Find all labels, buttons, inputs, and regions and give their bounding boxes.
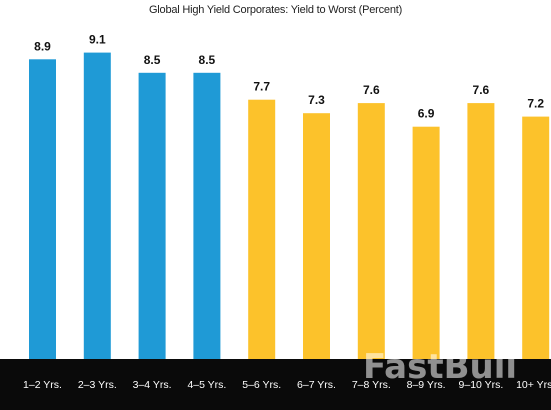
x-tick-label-5: 5–6 Yrs. (242, 379, 281, 391)
x-axis-band (0, 359, 551, 410)
x-tick-label-1: 1–2 Yrs. (23, 379, 62, 391)
x-tick-label-10: 10+ Yrs. (516, 379, 551, 391)
data-label-6: 7.3 (308, 93, 325, 107)
data-label-4: 8.5 (199, 53, 216, 67)
x-tick-label-6: 6–7 Yrs. (297, 379, 336, 391)
data-label-10: 7.2 (527, 97, 544, 111)
watermark-logo: FastBull (363, 347, 517, 387)
x-tick-labels-group: 1–2 Yrs. 2–3 Yrs. 3–4 Yrs. 4–5 Yrs. 5–6 Yrs.… (23, 379, 551, 391)
bar-3 (138, 72, 166, 360)
data-labels-group: 8.9 9.1 8.5 8.5 7.7 7.3 7.6 6.9 7.6 7.2 (34, 33, 544, 121)
bar-1 (29, 59, 56, 360)
data-label-7: 7.6 (363, 83, 380, 97)
bar-9 (467, 103, 495, 359)
x-tick-label-8: 8–9 Yrs. (407, 379, 446, 391)
bar-2 (83, 52, 111, 359)
data-label-8: 6.9 (418, 107, 435, 121)
data-label-5: 7.7 (253, 80, 270, 94)
bar-6 (303, 113, 330, 359)
bar-10 (522, 116, 550, 359)
chart-title: Global High Yield Corporates: Yield to W… (148, 4, 403, 16)
x-tick-label-3: 3–4 Yrs. (133, 379, 172, 391)
bar-7 (357, 103, 385, 359)
x-tick-label-4: 4–5 Yrs. (187, 379, 226, 391)
data-label-1: 8.9 (34, 39, 51, 53)
x-tick-label-9: 9–10 Yrs. (459, 379, 504, 391)
x-tick-label-7: 7–8 Yrs. (352, 379, 391, 391)
data-label-3: 8.5 (144, 53, 161, 67)
x-tick-label-2: 2–3 Yrs. (78, 379, 117, 391)
bar-8 (412, 126, 440, 359)
bar-5 (248, 99, 276, 359)
bars-group (29, 52, 550, 360)
data-label-2: 9.1 (89, 33, 106, 47)
data-label-9: 7.6 (473, 83, 490, 97)
bar-4 (193, 72, 221, 360)
